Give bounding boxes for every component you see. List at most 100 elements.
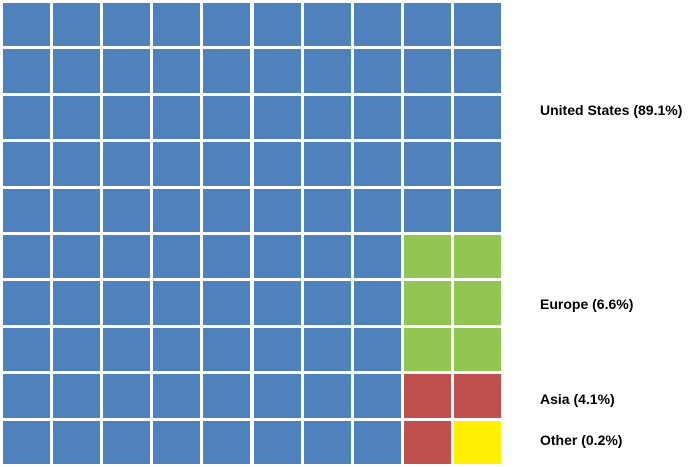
waffle-cell-united-states [103,49,151,93]
waffle-cell-united-states [153,3,201,47]
waffle-cell-united-states [253,95,301,140]
waffle-cell-united-states [153,374,201,418]
waffle-cell-united-states [3,49,51,93]
waffle-cell-united-states [3,327,51,372]
waffle-cell-united-states [453,49,501,93]
waffle-cell-united-states [303,327,351,372]
waffle-cell-other [453,420,501,464]
waffle-cell-united-states [303,235,351,279]
waffle-cell-united-states [153,142,201,186]
waffle-cell-united-states [353,3,401,47]
waffle-cell-united-states [203,281,251,325]
waffle-cell-united-states [53,95,101,140]
waffle-cell-united-states [53,3,101,47]
waffle-cell-united-states [103,95,151,140]
waffle-cell-united-states [153,235,201,279]
waffle-cell-united-states [403,49,451,93]
waffle-cell-united-states [153,281,201,325]
waffle-cell-united-states [203,374,251,418]
waffle-cell-united-states [203,142,251,186]
waffle-cell-united-states [253,3,301,47]
waffle-cell-united-states [3,235,51,279]
waffle-cell-united-states [253,235,301,279]
waffle-cell-united-states [53,281,101,325]
waffle-cell-united-states [53,142,101,186]
waffle-cell-united-states [3,420,51,464]
waffle-cell-united-states [303,374,351,418]
waffle-cell-united-states [253,420,301,464]
waffle-cell-united-states [3,142,51,186]
waffle-cell-united-states [53,188,101,232]
waffle-cell-united-states [53,49,101,93]
waffle-cell-united-states [353,281,401,325]
waffle-cell-united-states [103,3,151,47]
waffle-cell-united-states [53,235,101,279]
waffle-cell-united-states [3,374,51,418]
legend-label-other: Other (0.2%) [540,432,623,448]
waffle-cell-united-states [103,235,151,279]
waffle-cell-united-states [103,374,151,418]
waffle-cell-united-states [453,188,501,232]
waffle-cell-united-states [403,95,451,140]
waffle-cell-united-states [353,142,401,186]
waffle-cell-united-states [303,281,351,325]
waffle-cell-united-states [153,49,201,93]
waffle-cell-europe [403,235,451,279]
waffle-cell-united-states [203,49,251,93]
waffle-cell-united-states [53,374,101,418]
waffle-cell-asia [403,374,451,418]
waffle-cell-united-states [303,188,351,232]
waffle-cell-united-states [303,49,351,93]
waffle-cell-united-states [153,420,201,464]
waffle-cell-united-states [153,327,201,372]
waffle-cell-united-states [353,235,401,279]
waffle-cell-united-states [153,95,201,140]
waffle-cell-europe [403,281,451,325]
waffle-cell-united-states [353,327,401,372]
waffle-cell-united-states [453,3,501,47]
waffle-cell-united-states [253,374,301,418]
waffle-cell-united-states [253,327,301,372]
waffle-cell-europe [403,327,451,372]
waffle-cell-united-states [403,142,451,186]
waffle-cell-united-states [303,142,351,186]
waffle-cell-united-states [203,235,251,279]
waffle-cell-united-states [403,188,451,232]
waffle-cell-united-states [303,420,351,464]
waffle-cell-united-states [203,420,251,464]
waffle-cell-united-states [3,281,51,325]
waffle-cell-united-states [203,327,251,372]
waffle-cell-europe [453,327,501,372]
legend-label-asia: Asia (4.1%) [540,391,615,407]
waffle-cell-united-states [203,95,251,140]
waffle-cell-united-states [453,95,501,140]
waffle-cell-united-states [403,3,451,47]
waffle-cell-united-states [303,95,351,140]
waffle-cell-asia [403,420,451,464]
waffle-cell-united-states [103,327,151,372]
waffle-cell-united-states [253,142,301,186]
waffle-cell-europe [453,235,501,279]
waffle-cell-united-states [453,142,501,186]
waffle-cell-united-states [303,3,351,47]
waffle-cell-united-states [53,327,101,372]
legend-label-united-states: United States (89.1%) [540,102,683,118]
waffle-cell-asia [453,374,501,418]
waffle-cell-united-states [203,3,251,47]
waffle-chart [3,3,501,464]
waffle-cell-united-states [353,95,401,140]
waffle-cell-united-states [103,420,151,464]
waffle-cell-united-states [103,281,151,325]
waffle-cell-united-states [353,374,401,418]
waffle-cell-united-states [3,3,51,47]
waffle-cell-united-states [353,188,401,232]
waffle-cell-united-states [103,188,151,232]
waffle-cell-united-states [253,188,301,232]
waffle-cell-united-states [353,49,401,93]
waffle-cell-united-states [103,142,151,186]
legend-label-europe: Europe (6.6%) [540,296,634,312]
waffle-cell-united-states [153,188,201,232]
waffle-cell-europe [453,281,501,325]
waffle-cell-united-states [203,188,251,232]
waffle-cell-united-states [53,420,101,464]
